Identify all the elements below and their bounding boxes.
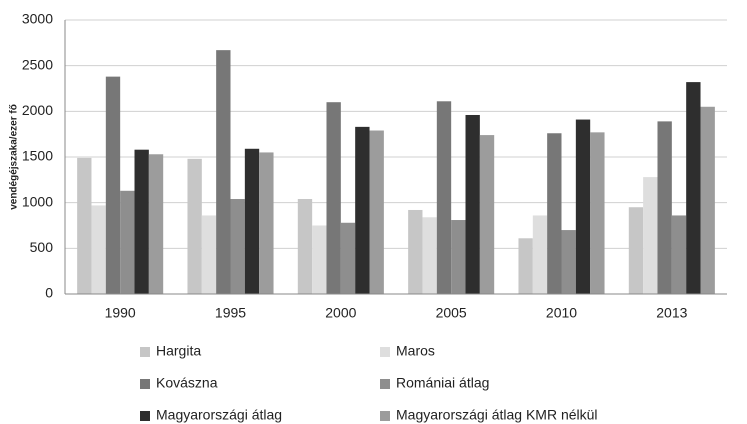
x-tick-label: 1995 [215, 305, 246, 321]
bar [590, 132, 605, 294]
y-tick-label: 3000 [22, 11, 53, 27]
legend-swatch [380, 347, 390, 357]
legend-swatch [140, 379, 150, 389]
bar [532, 215, 548, 294]
bar [686, 82, 701, 295]
y-tick-label: 0 [45, 285, 53, 301]
bar [312, 225, 327, 294]
legend-label: Kovászna [156, 375, 218, 391]
bar [91, 205, 106, 294]
bar [422, 217, 437, 294]
bar [297, 199, 313, 294]
y-tick-label: 1000 [22, 193, 53, 209]
bar [561, 230, 576, 294]
bar [465, 114, 480, 294]
legend-label: Hargita [156, 343, 201, 359]
legend-swatch [380, 379, 390, 389]
legend-label: Romániai átlag [396, 375, 489, 391]
bar [120, 190, 135, 294]
bar [230, 199, 245, 294]
legend-label: Magyarországi átlag [156, 407, 282, 423]
y-tick-label: 2500 [22, 56, 53, 72]
x-tick-label: 2000 [325, 305, 356, 321]
bar [408, 209, 423, 294]
bar [105, 76, 121, 294]
bar [547, 133, 562, 294]
legend-swatch [140, 347, 150, 357]
bar [187, 158, 202, 294]
bar [216, 50, 231, 294]
bar [259, 152, 274, 294]
legend-label: Magyarországi átlag KMR nélkül [396, 407, 598, 423]
bar [77, 157, 92, 294]
bar [355, 126, 370, 294]
legend-label: Maros [396, 343, 435, 359]
legend-swatch [140, 411, 150, 421]
bar [340, 222, 356, 294]
bar [671, 215, 687, 294]
bar [657, 121, 672, 294]
y-axis-label: vendégéjszaka/ezer fő [9, 104, 20, 210]
x-tick-label: 2010 [546, 305, 577, 321]
bar [643, 177, 658, 294]
x-tick-label: 2005 [436, 305, 467, 321]
bar [451, 220, 466, 294]
legend-swatch [380, 411, 390, 421]
y-tick-label: 2000 [22, 102, 53, 118]
y-tick-label: 500 [30, 239, 54, 255]
bar [148, 154, 164, 294]
y-tick-label: 1500 [22, 148, 53, 164]
bar [244, 148, 260, 294]
bar [700, 106, 715, 295]
bar [479, 135, 495, 294]
bar [436, 101, 452, 294]
bar [326, 102, 341, 294]
bar [628, 207, 644, 294]
x-tick-label: 1990 [105, 305, 136, 321]
bar [201, 215, 217, 294]
bar [134, 149, 149, 294]
bar [369, 130, 384, 294]
bar [575, 119, 591, 294]
x-tick-label: 2013 [656, 305, 687, 321]
bar [518, 238, 533, 294]
